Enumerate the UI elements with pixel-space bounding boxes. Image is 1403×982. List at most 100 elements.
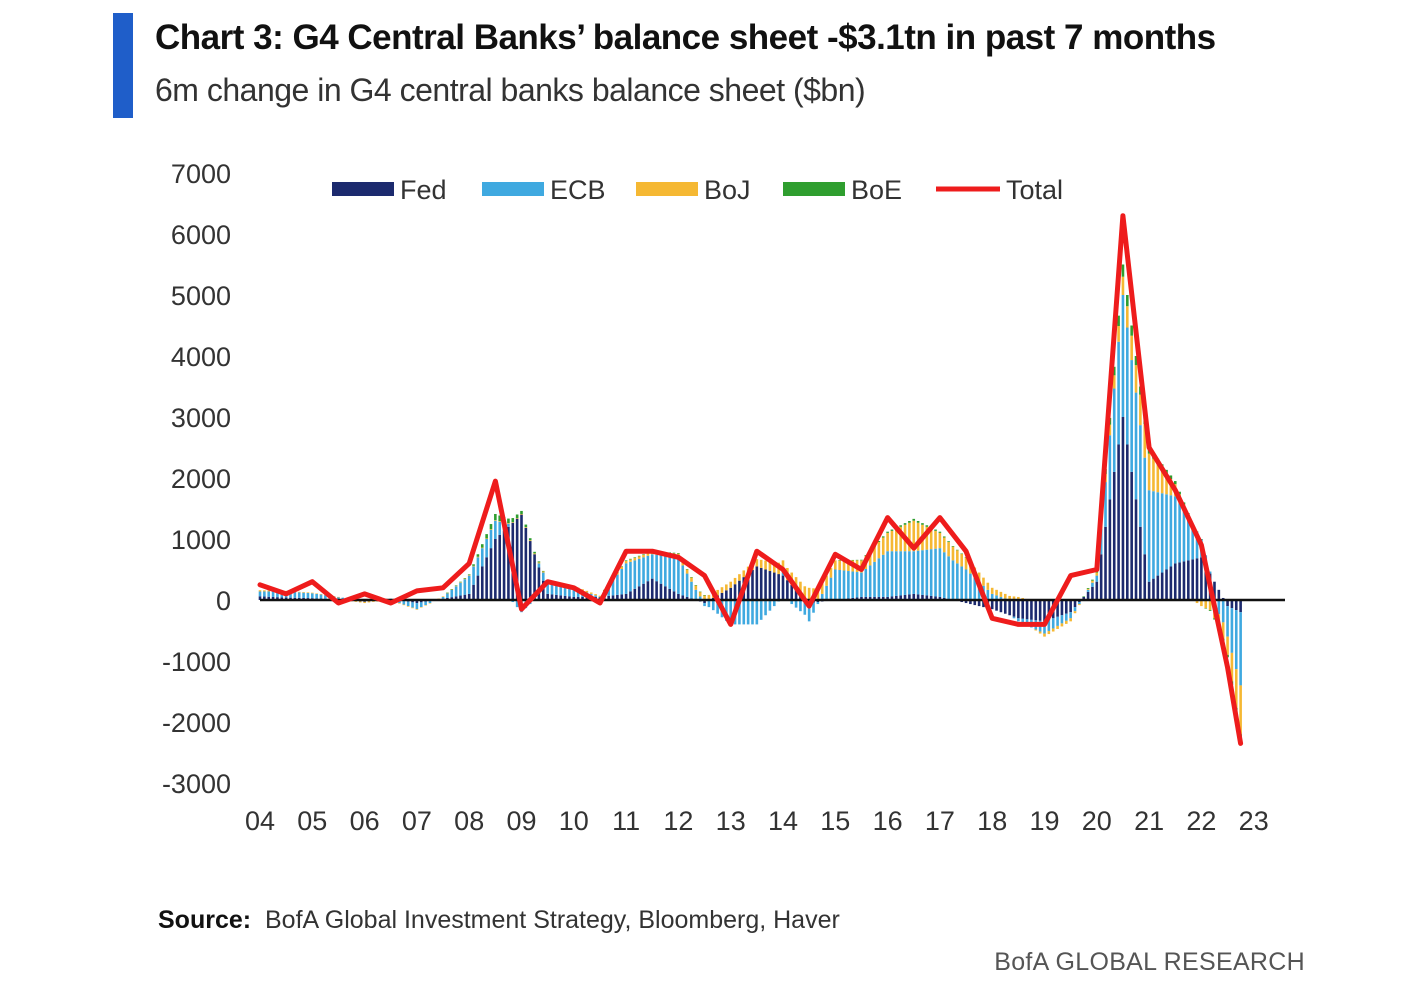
bar-segment-ecb (642, 557, 645, 584)
bar-segment-fed (1073, 600, 1077, 608)
bar-segment-boe (1178, 491, 1181, 495)
bar-segment-fed (1091, 586, 1094, 600)
bar-segment-boe (886, 531, 889, 533)
bar-segment-fed (1064, 600, 1068, 614)
bar-segment-boj (1064, 620, 1068, 624)
bar-segment-boe (633, 557, 637, 558)
bar-segment-ecb (725, 600, 728, 621)
bar-segment-boj (842, 560, 846, 571)
bar-segment-fed (263, 596, 266, 600)
bar-segment-ecb (986, 589, 990, 600)
bar-segment-ecb (1147, 490, 1151, 582)
bar-segment-boj (441, 596, 445, 597)
bar-segment-boe (877, 541, 881, 543)
bar-segment-boj (759, 559, 763, 568)
bar-segment-fed (524, 527, 528, 600)
bar-segment-boj (1038, 631, 1042, 634)
chart-subtitle: 6m change in G4 central banks balance sh… (155, 72, 866, 108)
bar-segment-boj (847, 560, 850, 572)
bar-segment-fed (659, 583, 663, 600)
bar-segment-boj (1108, 424, 1112, 436)
bar-segment-boj (768, 561, 772, 572)
bar-segment-fed (1143, 554, 1147, 600)
bar-segment-ecb (311, 593, 314, 599)
bar-segment-ecb (738, 600, 741, 625)
bar-segment-ecb (568, 586, 571, 597)
bar-segment-fed (729, 587, 732, 600)
bar-segment-fed (1003, 600, 1007, 614)
bar-segment-ecb (258, 591, 262, 597)
bar-segment-fed (1217, 589, 1221, 600)
bar-segment-boj (472, 565, 475, 567)
bar-segment-boj (956, 550, 959, 564)
bar-segment-fed (938, 596, 942, 600)
bar-segment-ecb (498, 521, 502, 535)
bar-segment-fed (528, 541, 532, 600)
bar-segment-fed (1030, 600, 1033, 620)
bar-segment-boj (934, 530, 937, 549)
bar-segment-ecb (698, 596, 702, 600)
bar-segment-boj (476, 556, 480, 558)
bar-segment-boj (947, 542, 950, 557)
bar-segment-boj (1121, 276, 1125, 295)
bar-segment-boj (411, 607, 414, 609)
x-tick-label: 05 (297, 806, 327, 836)
bar-segment-boj (729, 581, 732, 588)
bar-segment-boe (454, 585, 458, 586)
bar-segment-fed (611, 595, 615, 600)
bar-segment-ecb (834, 569, 837, 600)
bar-segment-boe (480, 544, 484, 548)
bar-segment-boj (463, 578, 467, 580)
x-tick-label: 16 (873, 806, 903, 836)
bar-segment-fed (620, 594, 624, 600)
bar-segment-boj (367, 601, 371, 603)
bar-segment-fed (921, 594, 924, 600)
bar-segment-boj (594, 594, 597, 596)
bar-segment-boe (685, 569, 689, 570)
bar-segment-ecb (746, 600, 750, 625)
bar-segment-boe (1112, 366, 1116, 376)
bar-segment-ecb (1195, 531, 1199, 559)
bar-segment-ecb (655, 554, 658, 582)
bar-segment-ecb (463, 579, 467, 595)
bar-segment-ecb (411, 602, 414, 608)
bar-segment-boe (1134, 356, 1138, 366)
bar-segment-boj (1221, 622, 1225, 639)
bar-segment-boj (925, 526, 929, 550)
bar-segment-boj (781, 560, 785, 573)
bar-segment-boj (1056, 625, 1059, 629)
bar-segment-fed (725, 590, 728, 600)
bar-segment-ecb (677, 557, 680, 594)
bar-segment-boe (1204, 608, 1208, 609)
bar-segment-boe (520, 510, 523, 514)
bar-segment-ecb (306, 592, 310, 599)
bar-segment-ecb (1182, 510, 1186, 562)
bar-segment-ecb (890, 551, 894, 597)
bar-segment-fed (546, 593, 549, 600)
bar-segment-ecb (995, 595, 998, 600)
bar-segment-boj (1008, 595, 1011, 600)
bar-segment-fed (929, 595, 933, 600)
bar-segment-boe (838, 560, 841, 561)
bar-segment-boj (694, 585, 698, 590)
legend-swatch-fed (332, 182, 394, 196)
bar-segment-ecb (1086, 589, 1090, 592)
bar-segment-boj (977, 572, 981, 582)
bar-segment-ecb (546, 581, 549, 594)
bar-segment-fed (746, 573, 750, 600)
bar-segment-ecb (650, 554, 654, 579)
bar-segment-fed (1234, 600, 1238, 611)
bar-segment-fed (616, 594, 619, 600)
legend-swatch-boe (783, 182, 845, 196)
bar-segment-ecb (428, 600, 432, 604)
bar-segment-boe (942, 536, 946, 538)
bar-segment-fed (895, 595, 898, 600)
bar-segment-ecb (929, 549, 933, 596)
bar-segment-fed (864, 596, 868, 600)
bar-segment-fed (1121, 417, 1125, 600)
bar-segment-boj (820, 583, 824, 594)
bar-segment-fed (790, 584, 794, 600)
bar-segment-boj (1003, 593, 1007, 599)
bar-segment-fed (973, 600, 977, 606)
bar-segment-boj (1143, 424, 1147, 458)
